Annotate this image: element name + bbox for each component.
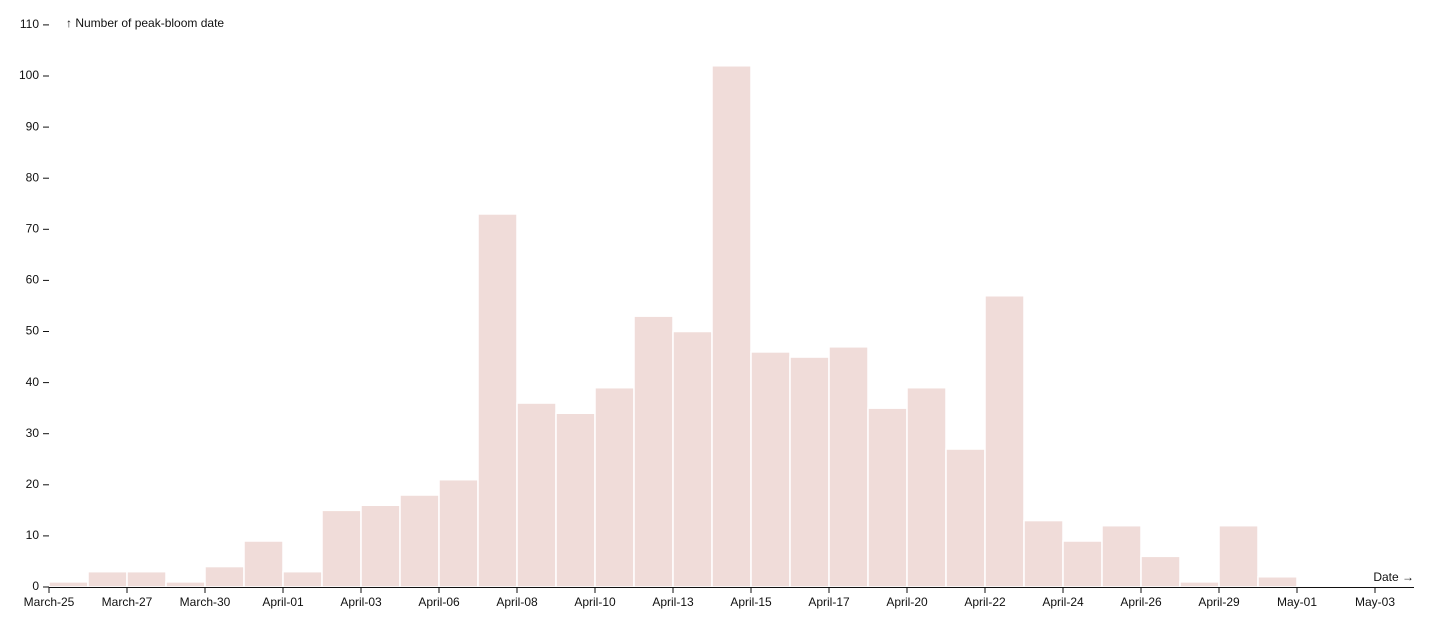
y-tick-label: 20 [26,477,40,491]
bar [1023,519,1064,588]
bar [906,386,947,588]
bar [477,213,518,588]
bar [1179,581,1220,588]
bar [282,570,323,588]
x-tick-label: May-01 [1277,595,1317,609]
bar [1218,524,1259,588]
bar [789,356,830,588]
bar [945,448,986,588]
bar [126,570,167,588]
bar [48,581,89,588]
bar [828,346,869,588]
bar [87,570,128,588]
x-tick-label: April-08 [496,595,538,609]
x-tick-label: March-25 [24,595,75,609]
y-tick-label: 40 [26,375,40,389]
y-tick-label: 30 [26,426,40,440]
x-tick-label: April-15 [730,595,772,609]
y-tick-label: 70 [26,221,40,235]
bar [1101,524,1142,588]
bar [594,386,635,588]
x-axis-title: Date → [1373,570,1414,584]
bar [633,315,674,588]
bar [1140,555,1181,588]
bar [516,402,557,588]
bar [399,494,440,588]
bar [1062,540,1103,588]
bar [750,351,791,588]
y-tick-label: 90 [26,119,40,133]
y-tick-label: 100 [19,68,39,82]
bar [1257,576,1298,588]
x-tick-label: April-29 [1198,595,1240,609]
x-tick-label: April-20 [886,595,928,609]
x-tick-label: April-17 [808,595,850,609]
bar [243,540,284,588]
bar [321,509,362,588]
bar [204,565,245,588]
x-tick-label: April-06 [418,595,460,609]
bar [867,407,908,588]
y-tick-label: 110 [20,17,39,31]
x-tick-label: April-13 [652,595,694,609]
y-axis-title: ↑ Number of peak-bloom date [66,16,224,30]
bar [555,412,596,588]
x-tick-label: May-03 [1355,595,1395,609]
bar [360,504,401,588]
y-tick-label: 0 [32,579,39,593]
x-tick-label: March-30 [180,595,231,609]
x-tick-label: April-22 [964,595,1006,609]
y-tick-label: 80 [26,170,40,184]
bar [438,478,479,588]
x-tick-label: April-24 [1042,595,1084,609]
bar [711,65,752,588]
y-tick-label: 50 [26,324,40,338]
x-tick-label: March-27 [102,595,153,609]
bar [984,294,1025,588]
x-tick-label: April-10 [574,595,616,609]
y-tick-label: 60 [26,273,40,287]
x-tick-label: April-26 [1120,595,1162,609]
y-tick-label: 10 [26,528,40,542]
bar [165,581,206,588]
x-tick-label: April-03 [340,595,382,609]
x-tick-label: April-01 [262,595,304,609]
bar [672,330,713,588]
